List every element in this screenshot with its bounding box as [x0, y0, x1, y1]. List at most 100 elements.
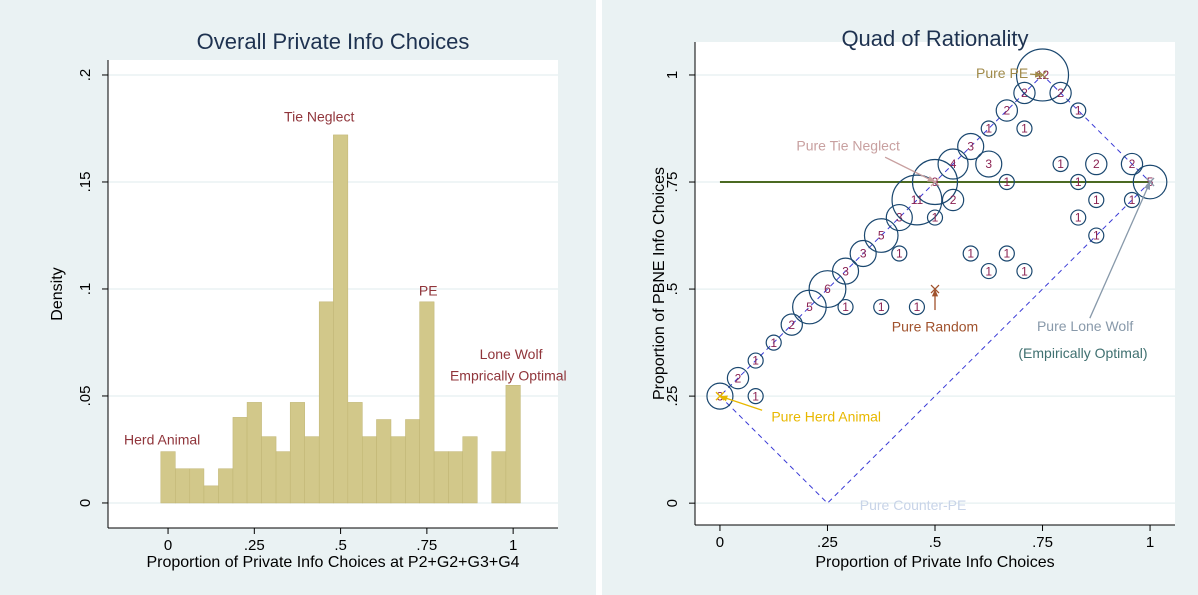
bubble [1120, 152, 1144, 176]
bubble [863, 218, 899, 253]
bubble [726, 366, 750, 390]
bubble [998, 173, 1015, 191]
bubble-label: 1 [896, 247, 903, 261]
bubble-label: 1 [985, 122, 992, 136]
annotation-arrow [884, 156, 936, 183]
annotation-arrow [719, 395, 763, 411]
bubble-label: 3 [842, 264, 849, 278]
bubble [911, 158, 959, 206]
bar [318, 301, 334, 504]
x-axis-title: Proportion of Private Info Choices [815, 554, 1054, 571]
bubble-label: 5 [806, 300, 813, 314]
y-tick-label: .1 [77, 283, 94, 296]
y-tick-label: .75 [664, 172, 681, 193]
x-tick-label: .75 [416, 537, 437, 554]
bar [433, 451, 449, 504]
bubble [998, 245, 1015, 262]
annotation: Pure Herd Animal [771, 409, 881, 425]
bubble-label: 4 [950, 157, 957, 171]
bubble [957, 132, 985, 161]
x-tick-label: 1 [509, 537, 517, 554]
bubble [1052, 155, 1069, 173]
bubble [1070, 209, 1087, 226]
annotation: Pure Tie Neglect [796, 138, 900, 154]
bubble-label: 1 [967, 247, 974, 261]
bubble-label: 2 [1129, 157, 1136, 171]
bubble [837, 298, 854, 316]
annotation-arrow [1089, 181, 1151, 319]
bar [448, 451, 464, 504]
bar [203, 485, 219, 504]
bubble [937, 148, 969, 180]
y-tick-label: .2 [77, 69, 94, 82]
bar [275, 451, 291, 504]
bubble [1016, 262, 1033, 280]
bubble-label: 1 [752, 354, 759, 368]
annotation: Tie Neglect [284, 108, 354, 124]
bubble-label: 1 [752, 389, 759, 403]
bar [491, 451, 507, 504]
bubble-label: 3 [967, 140, 974, 154]
bubble-label: 1 [932, 211, 939, 225]
bubble [706, 382, 734, 410]
bubble-label: 1 [770, 336, 777, 350]
bar [462, 436, 478, 504]
annotation: Pure Counter-PE [860, 497, 967, 513]
y-tick-label: .15 [77, 172, 94, 193]
bar [289, 402, 305, 504]
bubble [1049, 81, 1072, 105]
target-marker [930, 177, 940, 187]
bubble-label: 1 [1093, 229, 1100, 243]
bubble [941, 188, 965, 212]
bubble [808, 270, 847, 309]
arrow-head [1034, 71, 1043, 78]
bubble-label: 1 [1075, 104, 1082, 118]
bubble-label: 1 [1057, 157, 1064, 171]
bubble [831, 257, 860, 285]
bubble-label: 1 [1021, 122, 1028, 136]
annotation: (Empirically Optimal) [1018, 345, 1147, 361]
bubble-label: 1 [985, 264, 992, 278]
bubble [1015, 48, 1070, 102]
bubble-label: 3 [985, 157, 992, 171]
bubble [780, 313, 803, 336]
bubble [849, 239, 877, 268]
bubble-label: 1 [1075, 175, 1082, 189]
plot-area [695, 42, 1175, 525]
y-tick-label: .05 [77, 386, 94, 407]
arrow-head [719, 395, 728, 402]
x-tick-label: .25 [817, 534, 838, 551]
bubble-label: 1 [1003, 175, 1010, 189]
bar [390, 436, 406, 504]
bubble-label: 5 [878, 229, 885, 243]
bubble [1070, 102, 1087, 119]
bubble [1123, 191, 1141, 209]
bar [189, 468, 205, 504]
bubble [747, 388, 764, 405]
bar [347, 402, 363, 504]
bubble [908, 298, 926, 316]
bubble [1016, 120, 1033, 137]
arrow-head [931, 289, 939, 297]
bubble-label: 2 [950, 193, 957, 207]
bar [505, 385, 521, 504]
bubble [995, 99, 1019, 122]
y-axis-title: Density [49, 267, 66, 320]
annotation: Pure PE [976, 65, 1028, 81]
x-tick-label: .5 [334, 537, 347, 554]
y-axis-title: Proportion of PBNE Info Choices [651, 167, 668, 400]
bubble [891, 245, 908, 262]
bar [405, 419, 420, 504]
bubble [885, 203, 913, 232]
bubble-label: 2 [735, 371, 742, 385]
bubble [747, 352, 764, 369]
bubble-label: 2 [1057, 86, 1064, 100]
annotation: Emprically Optimal [450, 367, 567, 383]
bubble-label: 1 [1075, 211, 1082, 225]
annotation: Pure Lone Wolf [1037, 318, 1133, 334]
bar [333, 134, 349, 504]
annotation: Lone Wolf [480, 346, 543, 362]
bubble [980, 120, 997, 137]
bubble [765, 334, 782, 351]
bubble-label: 1 [878, 300, 885, 314]
